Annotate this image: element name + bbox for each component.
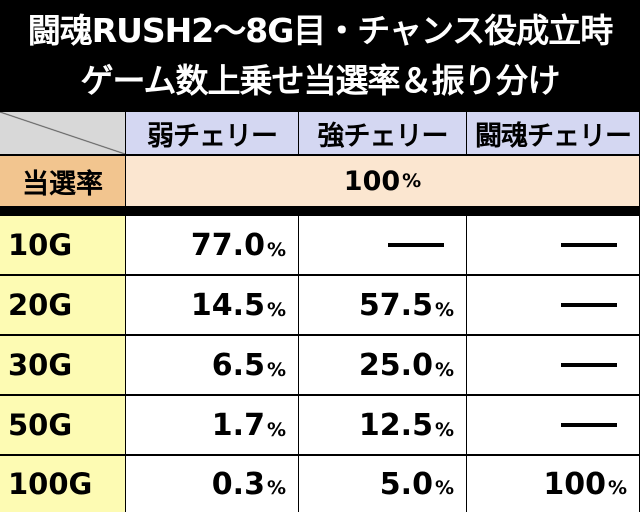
- rate-label: 当選率: [0, 156, 125, 206]
- rate-value-number: 100: [343, 165, 401, 197]
- table-cell-strong: 25.0%: [299, 336, 466, 394]
- dash-mark: [561, 243, 617, 247]
- row-label: 10G: [0, 216, 125, 274]
- header-toukon-cherry: 闘魂チェリー: [467, 112, 639, 154]
- cell-value: 14.5: [190, 287, 265, 323]
- table-cell-toukon: [467, 336, 639, 394]
- table-cell-weak: 77.0%: [126, 216, 298, 274]
- table-cell-toukon: [467, 396, 639, 454]
- cell-value: 1.7: [211, 407, 265, 443]
- table-cell-strong: 12.5%: [299, 396, 466, 454]
- percent-sign: %: [434, 299, 454, 321]
- percent-sign: %: [266, 419, 286, 441]
- header-weak-cherry: 弱チェリー: [126, 112, 298, 154]
- table-spacer: [0, 208, 639, 214]
- row-label: 20G: [0, 276, 125, 334]
- percent-sign: %: [266, 299, 286, 321]
- table-cell-toukon: [467, 216, 639, 274]
- percent-sign: %: [266, 359, 286, 381]
- title-line-2: ゲーム数上乗せ当選率＆振り分け: [80, 61, 560, 100]
- table-cell-weak: 1.7%: [126, 396, 298, 454]
- table-cell-weak: 6.5%: [126, 336, 298, 394]
- table-cell-strong: 5.0%: [299, 456, 466, 512]
- table-corner: [0, 112, 125, 154]
- dash-mark: [388, 243, 444, 247]
- percent-sign: %: [434, 419, 454, 441]
- cell-value: 57.5: [358, 287, 433, 323]
- percent-sign: %: [266, 477, 286, 499]
- table-cell-toukon: [467, 276, 639, 334]
- dash-mark: [561, 303, 617, 307]
- percent-sign: %: [402, 170, 422, 192]
- row-label: 30G: [0, 336, 125, 394]
- table-cell-weak: 14.5%: [126, 276, 298, 334]
- percent-sign: %: [434, 477, 454, 499]
- cell-value: 0.3: [211, 466, 265, 502]
- cell-value: 100: [543, 466, 606, 502]
- title-line-1: 闘魂RUSH2～8G目・チャンス役成立時: [27, 11, 614, 50]
- cell-value: 77.0: [190, 227, 265, 263]
- percent-sign: %: [266, 239, 286, 261]
- cell-value: 6.5: [211, 347, 265, 383]
- header-strong-cherry: 強チェリー: [299, 112, 466, 154]
- percent-sign: %: [607, 477, 627, 499]
- dash-mark: [561, 363, 617, 367]
- cell-value: 25.0: [358, 347, 433, 383]
- cell-value: 12.5: [358, 407, 433, 443]
- table-cell-toukon: 100%: [467, 456, 639, 512]
- probability-table: 弱チェリー 強チェリー 闘魂チェリー 当選率 100% 10G 77.0% 20G 1…: [0, 112, 640, 512]
- table-cell-strong: [299, 216, 466, 274]
- cell-value: 5.0: [379, 466, 433, 502]
- page-title: 闘魂RUSH2～8G目・チャンス役成立時 ゲーム数上乗せ当選率＆振り分け: [0, 0, 640, 112]
- percent-sign: %: [434, 359, 454, 381]
- dash-mark: [561, 423, 617, 427]
- row-label: 100G: [0, 456, 125, 512]
- table-cell-strong: 57.5%: [299, 276, 466, 334]
- row-label: 50G: [0, 396, 125, 454]
- table-cell-weak: 0.3%: [126, 456, 298, 512]
- rate-value: 100%: [126, 156, 639, 206]
